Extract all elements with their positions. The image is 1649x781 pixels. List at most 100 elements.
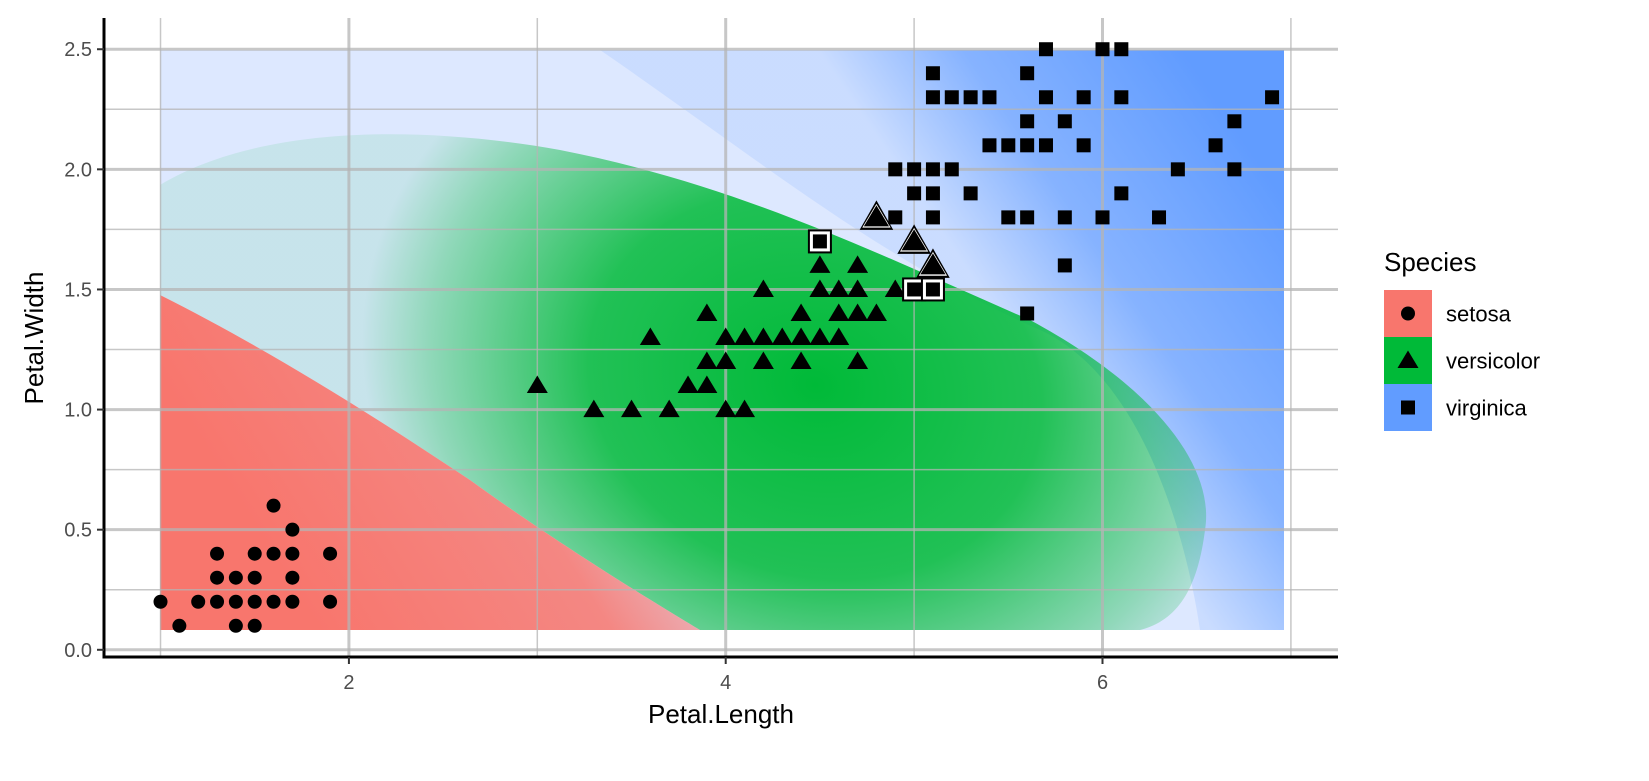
virginica-point	[1057, 114, 1072, 129]
virginica-point-shape	[1001, 210, 1016, 225]
setosa-point	[323, 546, 338, 561]
virginica-point	[1020, 66, 1035, 81]
versicolor-point-shape	[790, 327, 812, 345]
versicolor-point-shape	[583, 399, 605, 418]
legend-symbol-virginica-shape	[1401, 400, 1415, 415]
versicolor-misclassified-point	[859, 200, 894, 230]
virginica-point	[1076, 138, 1091, 153]
virginica-point-shape	[1152, 210, 1167, 225]
virginica-point-shape	[982, 90, 997, 105]
versicolor-point-shape	[771, 327, 793, 345]
versicolor-point	[828, 303, 850, 321]
y-tick-label: 2.0	[64, 159, 92, 181]
versicolor-misclassified-point-shape	[920, 253, 946, 275]
virginica-point	[982, 138, 997, 153]
versicolor-point	[771, 327, 793, 345]
setosa-point	[210, 546, 225, 561]
virginica-point	[944, 162, 959, 177]
virginica-point-shape	[1265, 90, 1280, 105]
virginica-point	[888, 162, 903, 177]
virginica-point-shape	[925, 162, 940, 177]
versicolor-point	[847, 255, 869, 273]
virginica-point	[925, 186, 940, 201]
versicolor-point	[583, 399, 605, 418]
virginica-point-shape	[888, 210, 903, 225]
versicolor-point	[884, 279, 906, 297]
versicolor-point	[734, 327, 756, 345]
versicolor-point	[828, 327, 850, 345]
virginica-point-shape	[925, 186, 940, 201]
legend-symbol-virginica	[1401, 400, 1415, 415]
virginica-point	[1152, 210, 1167, 225]
x-tick-label: 6	[1097, 672, 1108, 694]
versicolor-point	[696, 375, 718, 394]
decision-regions	[160, 50, 1284, 630]
virginica-point	[1227, 114, 1242, 129]
virginica-point	[1076, 90, 1091, 105]
versicolor-point-shape	[847, 279, 869, 297]
virginica-point-shape	[1114, 90, 1129, 105]
series-virginica	[807, 42, 1280, 321]
virginica-point	[1208, 138, 1223, 153]
virginica-point-shape	[925, 66, 940, 81]
setosa-point	[247, 570, 262, 585]
setosa-point	[228, 570, 243, 585]
virginica-misclassified-point	[920, 277, 945, 302]
setosa-point	[172, 618, 187, 633]
virginica-misclassified-point	[807, 229, 832, 254]
virginica-point	[925, 90, 940, 105]
y-tick-label: 1.0	[64, 400, 92, 422]
versicolor-point	[865, 303, 887, 321]
legend-symbol-versicolor	[1397, 350, 1419, 368]
versicolor-point	[752, 327, 774, 345]
virginica-point	[963, 186, 978, 201]
versicolor-point	[639, 327, 661, 345]
setosa-point	[247, 594, 262, 609]
versicolor-point-shape	[677, 375, 699, 394]
y-tick-label: 0.0	[64, 640, 92, 662]
virginica-misclassified-point-shape	[812, 234, 827, 249]
virginica-point-shape	[1057, 258, 1072, 273]
virginica-point	[1001, 210, 1016, 225]
virginica-point-shape	[1076, 138, 1091, 153]
versicolor-point-shape	[828, 303, 850, 321]
virginica-point-shape	[1038, 42, 1053, 57]
series-setosa	[153, 498, 338, 633]
legend-symbol-setosa	[1401, 306, 1415, 321]
virginica-point-shape	[944, 162, 959, 177]
setosa-point	[153, 594, 168, 609]
virginica-point	[925, 210, 940, 225]
versicolor-point	[696, 351, 718, 370]
setosa-point	[323, 594, 338, 609]
versicolor-point-shape	[715, 327, 737, 345]
versicolor-point-shape	[734, 327, 756, 345]
setosa-point	[285, 594, 300, 609]
versicolor-point-shape	[621, 399, 643, 418]
virginica-point	[907, 162, 922, 177]
setosa-point	[228, 618, 243, 633]
virginica-point-shape	[1114, 186, 1129, 201]
virginica-point-shape	[963, 186, 978, 201]
virginica-point-shape	[1227, 162, 1242, 177]
virginica-misclassified-point-shape	[925, 282, 940, 297]
versicolor-point	[809, 279, 831, 297]
versicolor-point-shape	[526, 375, 548, 394]
y-tick-label: 2.5	[64, 39, 92, 61]
virginica-point-shape	[1038, 138, 1053, 153]
versicolor-point-shape	[884, 279, 906, 297]
virginica-point-shape	[1208, 138, 1223, 153]
virginica-point	[944, 90, 959, 105]
virginica-point	[925, 162, 940, 177]
setosa-point	[210, 570, 225, 585]
versicolor-point-shape	[809, 279, 831, 297]
virginica-point-shape	[1020, 306, 1035, 321]
setosa-point	[266, 594, 281, 609]
legend-label-setosa: setosa	[1446, 302, 1512, 327]
virginica-point	[1020, 306, 1035, 321]
versicolor-point	[790, 327, 812, 345]
versicolor-point	[790, 351, 812, 370]
y-tick-label: 1.5	[64, 279, 92, 301]
setosa-point	[285, 522, 300, 537]
virginica-point-shape	[1114, 42, 1129, 57]
